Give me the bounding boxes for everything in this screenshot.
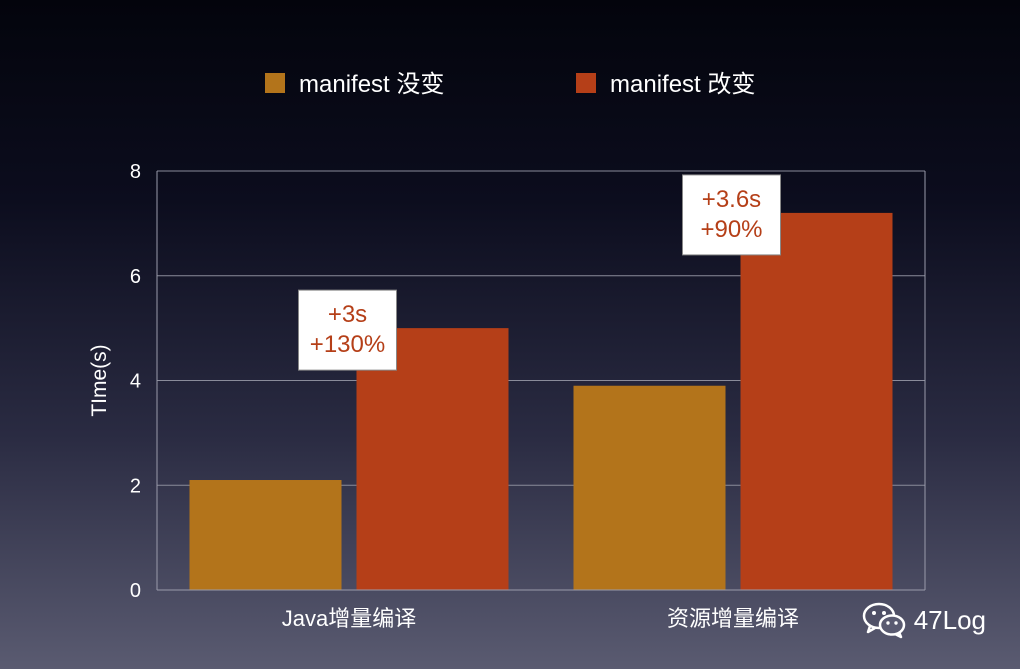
bar-1-0 <box>573 385 726 590</box>
y-tick-label-0: 0 <box>130 580 141 602</box>
bars <box>189 212 893 590</box>
annotation-text-0-1: +130% <box>310 331 385 358</box>
annotation-text-1-0: +3.6s <box>702 186 761 213</box>
y-tick-label-4: 8 <box>130 161 141 183</box>
legend-label-1: manifest 改变 <box>610 71 755 98</box>
y-axis-title: TIme(s) <box>88 344 111 416</box>
legend-label-0: manifest 没变 <box>299 71 444 98</box>
legend: manifest 没变 manifest 改变 <box>265 71 755 98</box>
legend-swatch-0 <box>265 73 285 93</box>
watermark: 47Log <box>862 601 986 639</box>
x-category-label-1: 资源增量编译 <box>667 606 799 631</box>
watermark-text: 47Log <box>913 604 986 635</box>
y-tick-label-3: 6 <box>130 266 141 288</box>
annotation-text-0-0: +3s <box>328 301 367 328</box>
bar-1-1 <box>740 212 893 590</box>
axes: 0 2 4 6 8 TIme(s) Java增量编译 资源增量编译 <box>88 161 926 631</box>
annotation-box-0 <box>298 289 397 371</box>
bar-0-0 <box>189 480 342 590</box>
x-category-label-0: Java增量编译 <box>282 606 416 631</box>
y-tick-label-2: 4 <box>130 371 141 393</box>
annotations: +3s +130% +3.6s +90% <box>298 174 781 371</box>
y-tick-label-1: 2 <box>130 475 141 497</box>
wechat-icon <box>862 602 905 639</box>
bar-0-1 <box>356 328 509 590</box>
annotation-text-1-1: +90% <box>700 216 762 243</box>
legend-swatch-1 <box>576 73 596 93</box>
annotation-box-1 <box>682 174 781 256</box>
